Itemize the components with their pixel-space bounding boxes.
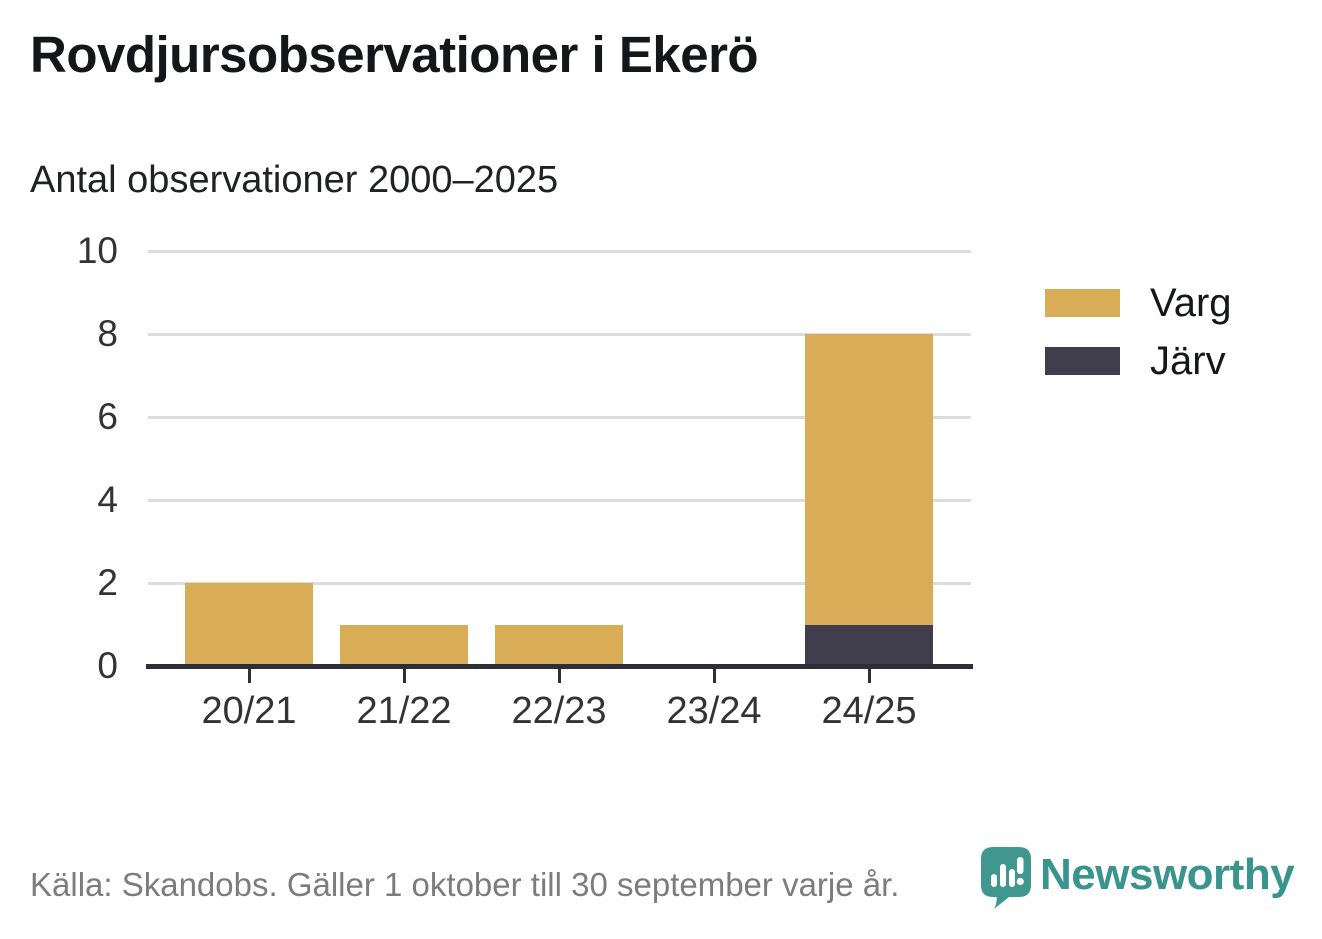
x-axis-tick <box>403 669 406 683</box>
gridline-y10 <box>148 250 971 253</box>
x-axis-tick <box>558 669 561 683</box>
x-axis-line <box>146 664 973 669</box>
y-axis-tick-label: 6 <box>97 396 118 437</box>
source-note: Källa: Skandobs. Gäller 1 oktober till 3… <box>30 866 900 903</box>
x-axis-tick-label: 23/24 <box>666 690 762 732</box>
y-axis-tick-label: 4 <box>97 479 118 520</box>
x-axis-tick-label: 21/22 <box>356 690 452 732</box>
legend: Varg Järv <box>1045 283 1232 381</box>
y-axis-tick-label: 2 <box>97 562 118 603</box>
bar-20-21-varg <box>185 583 313 666</box>
chart-subtitle: Antal observationer 2000–2025 <box>30 159 559 201</box>
brand-name: Newsworthy <box>1040 850 1295 899</box>
legend-label-jarv: Järv <box>1150 339 1226 383</box>
x-axis-tick-label: 24/25 <box>821 690 917 732</box>
x-axis-tick-label: 22/23 <box>511 690 607 732</box>
gridline-y8 <box>148 333 971 336</box>
x-axis-tick <box>248 669 251 683</box>
legend-swatch-varg <box>1045 289 1120 317</box>
chart-title: Rovdjursobservationer i Ekerö <box>30 26 759 83</box>
x-axis-tick <box>713 669 716 683</box>
gridline-y6 <box>148 416 971 419</box>
y-axis-tick-label: 8 <box>97 313 118 354</box>
bar-21-22-varg <box>340 624 468 666</box>
y-axis-tick-label: 10 <box>76 230 118 271</box>
bar-24-25-varg <box>805 334 933 625</box>
gridline-y4 <box>148 499 971 502</box>
legend-item-varg: Varg <box>1045 283 1232 323</box>
x-axis-tick <box>868 669 871 683</box>
legend-item-jarv: Järv <box>1045 341 1232 381</box>
gridline-y2 <box>148 582 971 585</box>
legend-swatch-jarv <box>1045 347 1120 375</box>
legend-label-varg: Varg <box>1150 281 1232 325</box>
bar-24-25-järv <box>805 624 933 666</box>
newsworthy-pin-icon <box>981 847 1031 909</box>
y-axis-tick-label: 0 <box>97 645 118 686</box>
x-axis-tick-label: 20/21 <box>201 690 297 732</box>
bar-22-23-varg <box>495 624 623 666</box>
